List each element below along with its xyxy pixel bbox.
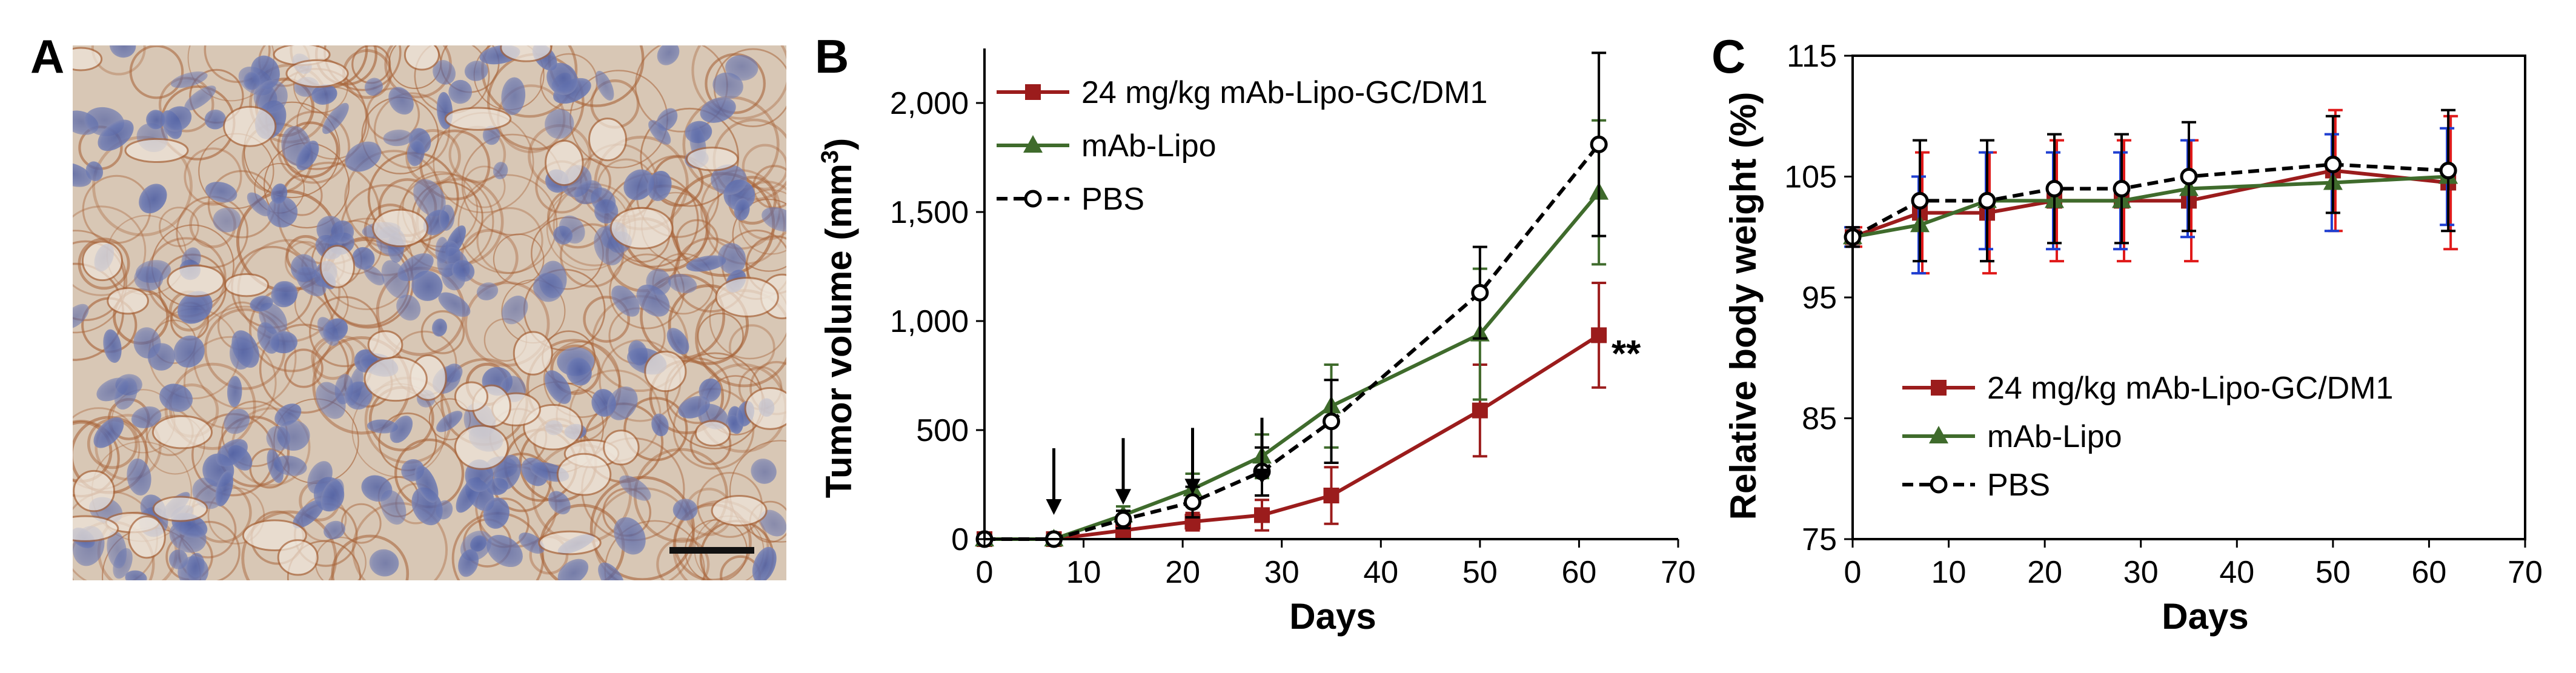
legend-marker-mablipo bbox=[1929, 426, 1948, 443]
x-tick-label: 60 bbox=[2412, 555, 2447, 590]
y-tick-label: 75 bbox=[1802, 522, 1837, 557]
micrograph-image bbox=[73, 45, 786, 580]
series-line-mablipo bbox=[984, 191, 1601, 541]
y-tick-label: 1,000 bbox=[890, 304, 969, 339]
legend-label-pbs: PBS bbox=[1987, 468, 2050, 503]
data-point bbox=[1590, 135, 1608, 153]
x-tick-label: 30 bbox=[2123, 555, 2159, 590]
series-line-treated bbox=[984, 333, 1600, 541]
data-point bbox=[1471, 283, 1489, 302]
y-tick-label: 85 bbox=[1802, 402, 1837, 437]
legend-label-treated: 24 mg/kg mAb-Lipo-GC/DM1 bbox=[1987, 371, 2393, 406]
data-point bbox=[1254, 507, 1270, 523]
series-pbs bbox=[1844, 108, 2457, 263]
series-line-pbs bbox=[984, 143, 1601, 541]
y-tick-label: 115 bbox=[1787, 39, 1837, 74]
dosing-arrows bbox=[1046, 417, 1270, 515]
panel-label-b: B bbox=[815, 30, 849, 83]
y-axis-title: Relative body weight (%) bbox=[1723, 92, 1764, 520]
legend-marker-treated bbox=[1025, 84, 1041, 100]
x-tick-label: 60 bbox=[1562, 555, 1597, 590]
series-line-pbs bbox=[1851, 162, 2449, 239]
x-tick-label: 0 bbox=[1844, 555, 1862, 590]
y-tick-label: 1,500 bbox=[890, 195, 969, 230]
series-line-mablipo bbox=[1852, 174, 2449, 239]
legend-marker-mablipo bbox=[1023, 135, 1043, 153]
data-point bbox=[1184, 493, 1201, 511]
x-tick-label: 20 bbox=[1165, 555, 1200, 590]
series-treated bbox=[1845, 108, 2458, 275]
data-point bbox=[1911, 191, 1929, 210]
legend-label-mablipo: mAb-Lipo bbox=[1081, 128, 1217, 164]
x-tick-label: 40 bbox=[1363, 555, 1398, 590]
data-point bbox=[1323, 488, 1339, 503]
y-tick-label: 0 bbox=[951, 522, 969, 557]
dosing-arrow-head bbox=[1115, 489, 1131, 505]
data-point bbox=[2324, 156, 2342, 174]
y-tick-label: 95 bbox=[1802, 280, 1837, 316]
x-tick-label: 70 bbox=[1661, 555, 1696, 590]
x-tick-label: 10 bbox=[1066, 555, 1101, 590]
data-point bbox=[1472, 402, 1488, 419]
legend-b: 24 mg/kg mAb-Lipo-GC/DM1 mAb-Lipo PBS bbox=[997, 75, 1487, 217]
y-tick-label: 500 bbox=[916, 413, 969, 448]
legend-marker-treated bbox=[1931, 380, 1947, 396]
significance-annotation: ** bbox=[1612, 333, 1641, 375]
legend-label-mablipo: mAb-Lipo bbox=[1987, 419, 2122, 454]
y-tick-label: 105 bbox=[1784, 160, 1837, 195]
series-pbs bbox=[975, 51, 1608, 548]
legend-marker-pbs bbox=[1024, 190, 1042, 208]
x-axis-title: Days bbox=[1289, 596, 1376, 637]
x-axis-title: Days bbox=[2162, 596, 2248, 637]
legend-label-pbs: PBS bbox=[1081, 182, 1144, 217]
x-tick-label: 10 bbox=[1931, 555, 1967, 590]
data-point bbox=[1591, 327, 1607, 343]
series-mablipo bbox=[975, 119, 1609, 546]
series-treated bbox=[977, 282, 1607, 547]
y-tick-label: 2,000 bbox=[890, 86, 969, 121]
x-tick-label: 40 bbox=[2219, 555, 2254, 590]
data-point bbox=[1978, 191, 1996, 210]
data-point bbox=[2113, 179, 2131, 197]
data-point bbox=[2045, 179, 2063, 197]
x-tick-label: 30 bbox=[1264, 555, 1300, 590]
dosing-arrow-head bbox=[1184, 479, 1201, 495]
data-point bbox=[2180, 168, 2198, 185]
x-tick-label: 0 bbox=[976, 555, 994, 590]
x-tick-label: 70 bbox=[2508, 555, 2543, 590]
y-axis-title: Tumor volume (mm3) bbox=[817, 138, 859, 499]
data-point bbox=[1114, 511, 1132, 529]
scale-bar bbox=[669, 547, 754, 554]
x-tick-label: 50 bbox=[1462, 555, 1498, 590]
legend-label-treated: 24 mg/kg mAb-Lipo-GC/DM1 bbox=[1081, 75, 1487, 110]
body-weight-chart: 0 10 20 30 40 50 60 70 75 85 95 105 115 Days Relativ… bbox=[1723, 39, 2543, 637]
data-point bbox=[2439, 162, 2457, 180]
panel-label-c: C bbox=[1711, 30, 1745, 83]
dosing-arrow-head bbox=[1254, 468, 1270, 485]
x-tick-label: 20 bbox=[2027, 555, 2062, 590]
legend-marker-pbs bbox=[1930, 476, 1948, 494]
legend-c: 24 mg/kg mAb-Lipo-GC/DM1 mAb-Lipo PBS bbox=[1902, 371, 2393, 503]
x-tick-label: 50 bbox=[2315, 555, 2351, 590]
data-point bbox=[1323, 413, 1340, 431]
dosing-arrow-head bbox=[1046, 499, 1062, 515]
panel-label-a: A bbox=[30, 30, 64, 83]
